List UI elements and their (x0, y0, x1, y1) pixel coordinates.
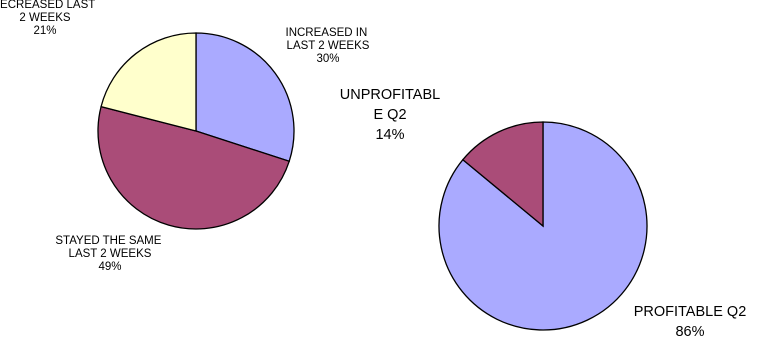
slice-value: 49% (98, 261, 121, 273)
slice-value: 21% (33, 25, 56, 37)
slice-label: PROFITABLE Q2 (634, 304, 747, 320)
label-line: PROFITABLE Q2 (634, 304, 747, 320)
slice-value: 14% (375, 127, 404, 143)
label-line: LAST 2 WEEKS (69, 248, 152, 260)
label-line: INCREASED IN (286, 27, 371, 39)
slice-label: UNPROFITABL E Q2 (340, 87, 440, 123)
label-line: STAYED THE SAME (55, 235, 164, 247)
slice-label: INCREASED IN LAST 2 WEEKS (286, 27, 371, 52)
pie-slice (195, 32, 295, 163)
slice-value: 86% (675, 324, 704, 340)
pie-slice (97, 105, 291, 230)
slice-label: STAYED THE SAME LAST 2 WEEKS (55, 235, 164, 260)
slice-value: 30% (316, 53, 339, 65)
label-line: DECREASED LAST (0, 0, 98, 11)
slice-label: DECREASED LAST 2 WEEKS (0, 0, 98, 24)
pie-slice (461, 121, 544, 228)
label-line: LAST 2 WEEKS (287, 40, 370, 52)
pie-slice (100, 32, 197, 132)
label-line: 2 WEEKS (19, 12, 70, 24)
label-line: UNPROFITABL (340, 87, 440, 103)
label-line: E Q2 (373, 107, 406, 123)
